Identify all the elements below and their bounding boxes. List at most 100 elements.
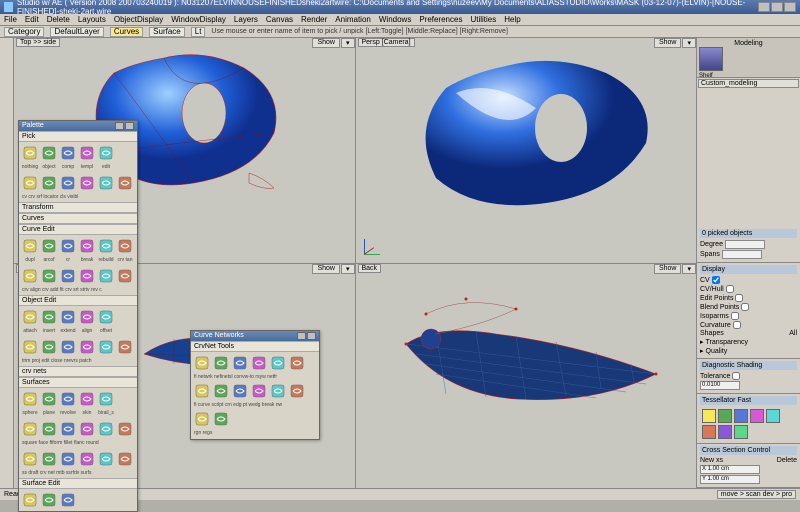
tool-icon[interactable] <box>21 237 39 255</box>
tool-icon[interactable] <box>40 338 58 356</box>
menu-layouts[interactable]: Layouts <box>78 15 106 24</box>
tool-icon[interactable] <box>288 354 306 372</box>
tool-icon[interactable] <box>288 382 306 400</box>
crvnets-title[interactable]: crv nets <box>19 366 137 377</box>
tool-icon[interactable] <box>59 450 77 468</box>
tool-icon[interactable] <box>212 354 230 372</box>
tool-icon[interactable] <box>40 390 58 408</box>
tool-icon[interactable] <box>59 174 77 192</box>
viewport-persp[interactable]: Persp [Camera] Show▾ <box>356 38 697 263</box>
degree-field[interactable] <box>725 240 765 249</box>
tool-icon[interactable] <box>21 420 39 438</box>
tool-icon[interactable] <box>269 382 287 400</box>
menu-help[interactable]: Help <box>504 15 520 24</box>
tool-icon[interactable] <box>21 491 39 509</box>
maximize-button[interactable] <box>771 2 783 12</box>
tool-icon[interactable] <box>231 354 249 372</box>
tool-icon[interactable] <box>59 390 77 408</box>
curvenet-min-icon[interactable] <box>297 332 306 340</box>
tool-icon[interactable] <box>78 144 96 162</box>
xsec-y-field[interactable]: Y 1.00 cm <box>700 475 760 484</box>
menu-windowdisplay[interactable]: WindowDisplay <box>171 15 226 24</box>
tool-icon[interactable] <box>40 144 58 162</box>
minimize-button[interactable] <box>758 2 770 12</box>
cvhull-checkbox[interactable] <box>726 285 734 293</box>
viewport-persp-show[interactable]: Show <box>654 38 682 48</box>
tool-icon[interactable] <box>78 338 96 356</box>
tab-surface[interactable]: Surface <box>149 27 185 37</box>
tool-icon[interactable] <box>212 410 230 428</box>
xsec-new[interactable]: New xs <box>700 457 723 464</box>
tool-icon[interactable] <box>78 267 96 285</box>
xsec-delete[interactable]: Delete <box>777 457 797 464</box>
tool-icon[interactable] <box>97 174 115 192</box>
shelf-tab[interactable]: Custom_modeling <box>698 79 799 88</box>
status-dropdown[interactable]: move > scan dev > pro <box>717 490 796 499</box>
tool-icon[interactable] <box>250 354 268 372</box>
tool-icon[interactable] <box>40 420 58 438</box>
menu-canvas[interactable]: Canvas <box>266 15 293 24</box>
isoparms-checkbox[interactable] <box>731 312 739 320</box>
tool-icon[interactable] <box>269 354 287 372</box>
swatch-icon[interactable] <box>734 409 748 423</box>
menu-windows[interactable]: Windows <box>379 15 411 24</box>
curves-title[interactable]: Curves <box>19 213 137 224</box>
viewport-persp-arrow-icon[interactable]: ▾ <box>682 38 696 48</box>
tool-icon[interactable] <box>40 308 58 326</box>
surfaces-title[interactable]: Surfaces <box>19 377 137 388</box>
menu-delete[interactable]: Delete <box>47 15 70 24</box>
curvature-checkbox[interactable] <box>733 321 741 329</box>
tool-icon[interactable] <box>116 450 134 468</box>
tool-icon[interactable] <box>116 174 134 192</box>
transform-title[interactable]: Transform <box>19 202 137 213</box>
tool-icon[interactable] <box>40 267 58 285</box>
tol-checkbox[interactable] <box>732 372 740 380</box>
menu-edit[interactable]: Edit <box>25 15 39 24</box>
tool-icon[interactable] <box>59 491 77 509</box>
cv-checkbox[interactable] <box>712 276 720 284</box>
tab-curves[interactable]: Curves <box>110 27 143 37</box>
tool-icon[interactable] <box>21 308 39 326</box>
tool-icon[interactable] <box>193 354 211 372</box>
viewport-back-show[interactable]: Show <box>654 264 682 274</box>
viewport-top-arrow-icon[interactable]: ▾ <box>341 38 355 48</box>
curveedit-title[interactable]: Curve Edit <box>19 224 137 235</box>
swatch-icon[interactable] <box>750 409 764 423</box>
tool-icon[interactable] <box>40 450 58 468</box>
surfedit-title[interactable]: Surface Edit <box>19 478 137 489</box>
menu-layers[interactable]: Layers <box>234 15 258 24</box>
tool-icon[interactable] <box>231 382 249 400</box>
tool-icon[interactable] <box>97 338 115 356</box>
pick-title[interactable]: Pick <box>19 131 137 142</box>
tol-field[interactable]: 0.0100 <box>700 381 740 390</box>
crvnet-section[interactable]: CrvNet Tools <box>191 341 319 352</box>
tool-icon[interactable] <box>116 420 134 438</box>
tool-icon[interactable] <box>97 144 115 162</box>
tool-icon[interactable] <box>78 308 96 326</box>
menu-render[interactable]: Render <box>301 15 327 24</box>
tool-icon[interactable] <box>250 382 268 400</box>
tool-icon[interactable] <box>21 338 39 356</box>
tool-icon[interactable] <box>21 174 39 192</box>
tool-icon[interactable] <box>21 144 39 162</box>
spans-field[interactable] <box>722 250 762 259</box>
tool-icon[interactable] <box>59 267 77 285</box>
tool-icon[interactable] <box>116 267 134 285</box>
swatch-icon[interactable] <box>702 409 716 423</box>
tool-icon[interactable] <box>78 174 96 192</box>
palette-panel[interactable]: Palette Pick nothingobjectcomptempledit … <box>18 120 138 512</box>
tool-icon[interactable] <box>97 237 115 255</box>
tool-icon[interactable] <box>78 390 96 408</box>
category-dropdown[interactable]: Category <box>4 27 44 37</box>
tool-icon[interactable] <box>78 237 96 255</box>
tool-icon[interactable] <box>21 390 39 408</box>
tool-icon[interactable] <box>59 144 77 162</box>
close-button[interactable] <box>784 2 796 12</box>
xsec-x-field[interactable]: X 1.00 cm <box>700 465 760 474</box>
viewport-left-show[interactable]: Show <box>312 264 340 274</box>
viewport-back[interactable]: Back Show▾ <box>356 264 697 489</box>
curvenet-panel[interactable]: Curve Networks CrvNet Tools fi netwrk ne… <box>190 330 320 440</box>
viewport-top-show[interactable]: Show <box>312 38 340 48</box>
menu-animation[interactable]: Animation <box>335 15 371 24</box>
tool-icon[interactable] <box>212 382 230 400</box>
